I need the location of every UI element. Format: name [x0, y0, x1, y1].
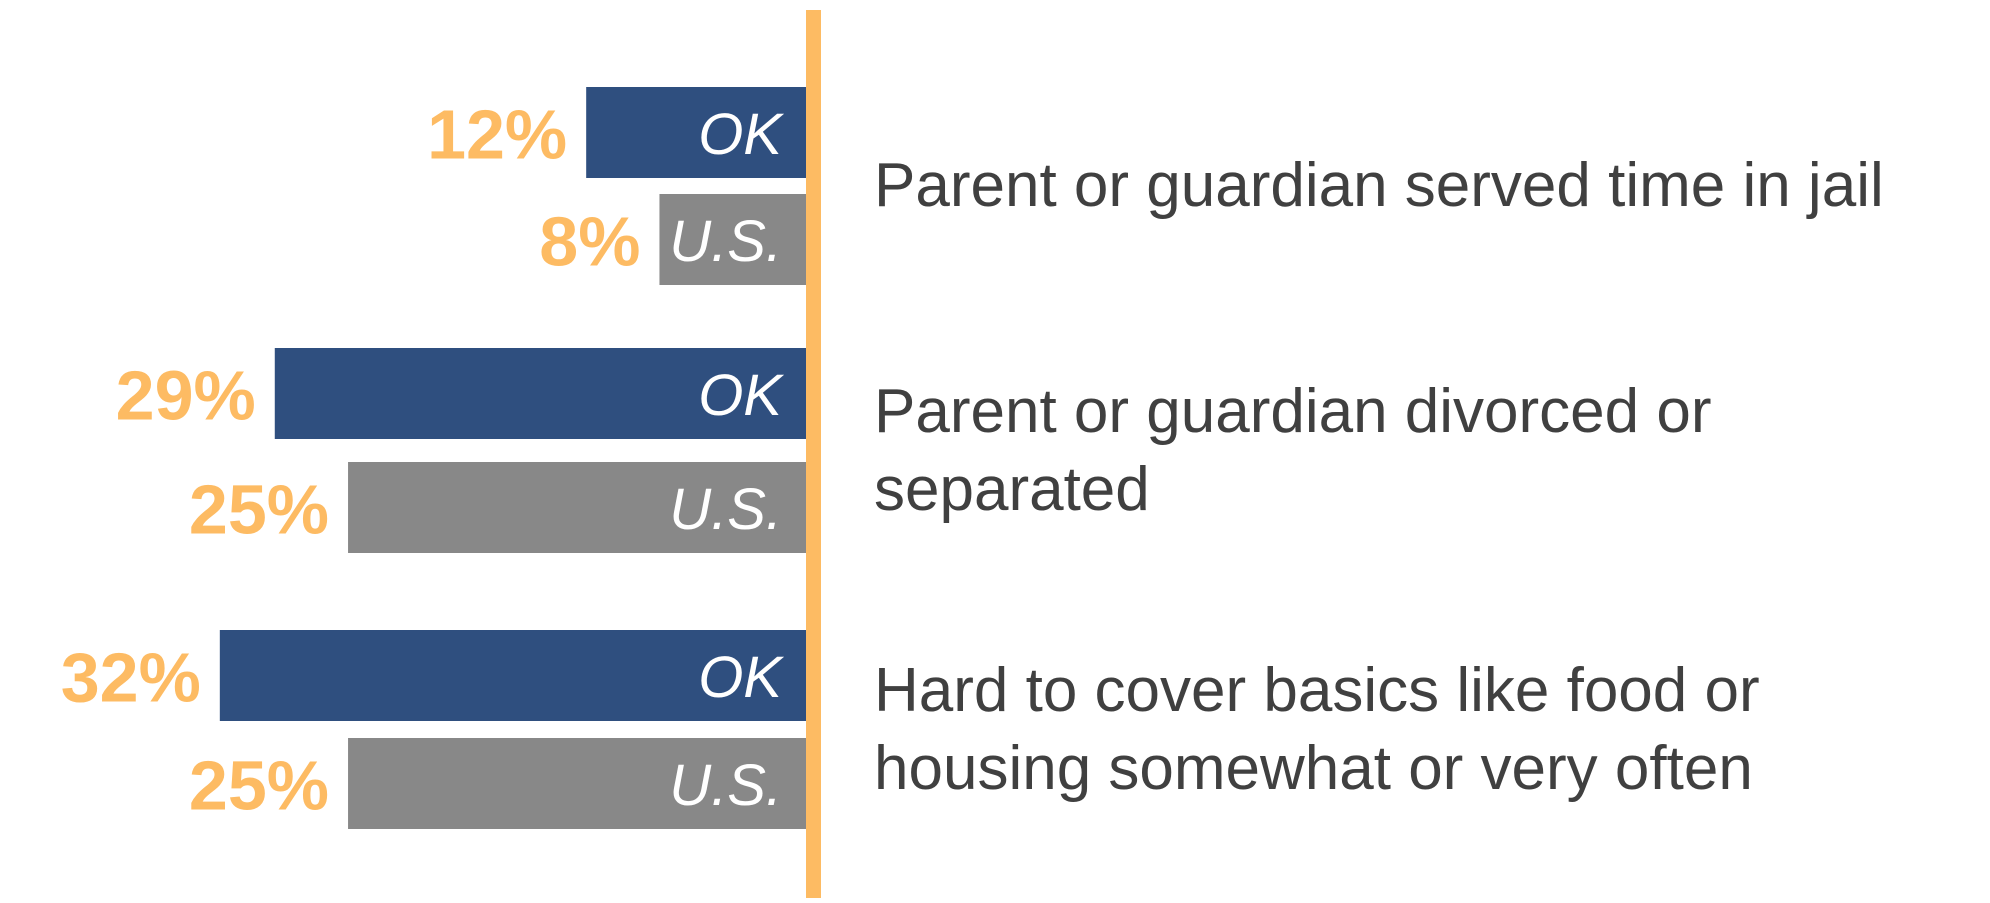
value-label: 29%	[116, 357, 256, 435]
bar	[659, 194, 806, 285]
series-label: OK	[698, 645, 784, 710]
bar	[219, 630, 806, 721]
series-label: U.S.	[669, 753, 782, 818]
value-label: 25%	[189, 471, 329, 549]
bar	[586, 87, 806, 178]
value-label: 12%	[427, 96, 567, 174]
bar	[348, 738, 806, 829]
category-label: Parent or guardian served time in jail	[874, 151, 1884, 220]
series-label: OK	[698, 363, 784, 428]
series-label: OK	[698, 102, 784, 167]
series-label: U.S.	[669, 209, 782, 274]
value-label: 8%	[539, 203, 640, 281]
bar	[274, 348, 807, 439]
bar	[348, 462, 806, 553]
axis-line	[806, 10, 821, 898]
value-label: 32%	[61, 639, 201, 717]
series-label: U.S.	[669, 477, 782, 542]
value-label: 25%	[189, 747, 329, 825]
category-label: Hard to cover basics like food or housin…	[874, 655, 1760, 803]
category-label: Parent or guardian divorced or separated	[874, 376, 1712, 524]
